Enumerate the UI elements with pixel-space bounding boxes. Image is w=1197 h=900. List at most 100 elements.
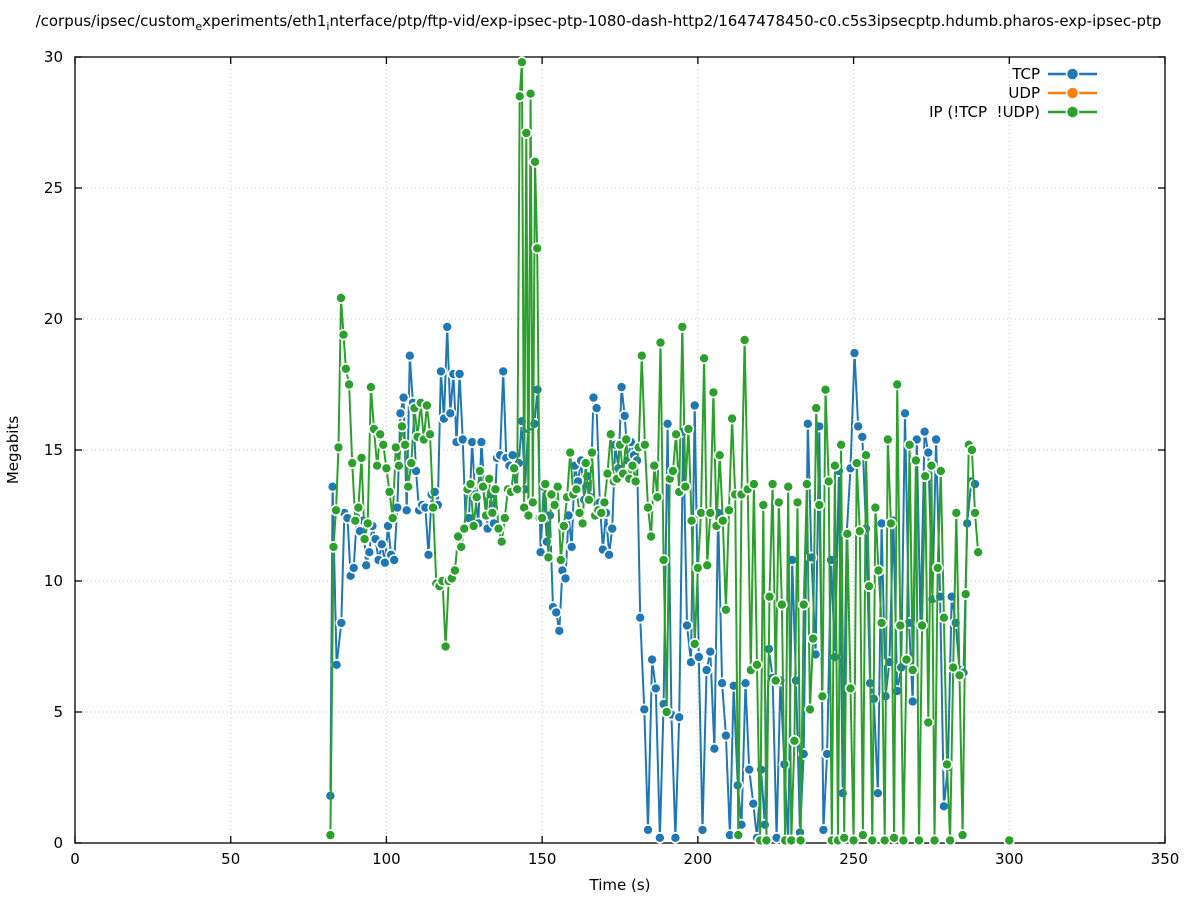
data-point xyxy=(726,412,738,425)
x-tick-label: 150 xyxy=(528,850,557,868)
data-point xyxy=(835,438,847,451)
data-point xyxy=(587,391,600,404)
data-point xyxy=(654,336,667,349)
data-point xyxy=(716,514,729,527)
data-point xyxy=(483,472,496,485)
data-point xyxy=(856,431,869,443)
data-point xyxy=(355,452,368,464)
data-point xyxy=(405,457,418,469)
data-point xyxy=(819,383,832,396)
data-point xyxy=(363,546,376,559)
data-point xyxy=(335,617,348,629)
data-point xyxy=(352,501,365,514)
data-point xyxy=(747,797,760,810)
title-text: xperiments/eth1 xyxy=(202,12,327,30)
data-point xyxy=(701,559,714,572)
data-point xyxy=(661,417,674,430)
data-point xyxy=(455,541,468,553)
data-point xyxy=(947,661,960,674)
data-point xyxy=(441,321,454,333)
data-point xyxy=(797,598,810,611)
data-point xyxy=(757,499,770,511)
data-point xyxy=(813,499,826,511)
data-point xyxy=(817,824,830,836)
data-point xyxy=(791,496,804,509)
data-point xyxy=(380,462,393,475)
data-point xyxy=(769,674,782,687)
data-point xyxy=(388,554,401,566)
data-point xyxy=(492,522,505,535)
data-point xyxy=(444,407,457,420)
y-tick-label: 25 xyxy=(44,179,63,197)
data-point xyxy=(969,507,981,519)
data-point xyxy=(377,438,390,451)
data-point xyxy=(910,454,922,467)
data-point xyxy=(551,480,564,493)
data-point xyxy=(394,407,407,420)
data-point xyxy=(559,572,572,585)
title-text: nterface/ptp/ftp-vid/exp-ipsec-ptp-1080-… xyxy=(329,12,1162,30)
legend-entry: IP (!TCP !UDP) xyxy=(929,103,1097,121)
data-point xyxy=(565,541,578,553)
x-tick-label: 50 xyxy=(221,850,240,868)
data-point xyxy=(720,729,732,742)
data-point xyxy=(635,349,648,362)
data-point xyxy=(435,365,447,378)
data-point xyxy=(477,480,489,493)
data-point xyxy=(590,402,603,414)
data-point xyxy=(918,425,931,438)
data-point xyxy=(676,321,689,333)
data-point xyxy=(422,548,435,561)
data-point xyxy=(847,834,860,847)
data-point xyxy=(707,386,720,399)
data-point xyxy=(573,507,586,519)
data-point xyxy=(743,763,756,776)
data-point xyxy=(959,588,972,600)
legend-entry: TCP xyxy=(1011,65,1097,83)
data-point xyxy=(383,486,396,498)
data-point xyxy=(598,496,611,509)
data-point xyxy=(822,475,835,488)
data-point xyxy=(397,391,410,404)
data-point xyxy=(772,496,785,509)
data-point xyxy=(850,457,863,469)
data-point xyxy=(495,535,508,548)
data-point xyxy=(639,438,651,451)
data-point xyxy=(497,365,510,378)
data-point xyxy=(536,512,548,524)
data-point xyxy=(700,664,713,676)
data-point xyxy=(458,522,471,535)
data-point xyxy=(794,834,807,847)
data-point xyxy=(421,399,433,412)
data-point xyxy=(513,90,526,103)
data-point xyxy=(651,491,664,504)
data-point xyxy=(829,459,841,472)
data-point xyxy=(919,470,932,483)
data-point xyxy=(548,499,561,511)
data-point xyxy=(928,834,941,847)
data-point xyxy=(606,522,619,535)
data-point xyxy=(403,349,416,362)
data-point xyxy=(751,658,763,671)
data-point xyxy=(516,56,528,69)
data-point xyxy=(938,611,950,624)
data-point xyxy=(667,465,679,477)
data-point xyxy=(930,433,942,446)
title-subscript: e xyxy=(195,20,203,33)
data-point xyxy=(891,378,904,391)
x-tick-label: 0 xyxy=(70,850,80,868)
data-point xyxy=(857,829,869,841)
data-point xyxy=(878,834,891,847)
data-point xyxy=(704,645,717,658)
data-point xyxy=(629,475,642,488)
data-point xyxy=(399,438,411,451)
data-point xyxy=(788,734,801,747)
data-point xyxy=(389,441,402,454)
legend-sample-point xyxy=(1065,105,1080,119)
data-point xyxy=(688,399,701,412)
data-point xyxy=(545,488,558,501)
series-line xyxy=(329,325,976,842)
data-point xyxy=(649,682,662,695)
data-point xyxy=(872,787,884,800)
